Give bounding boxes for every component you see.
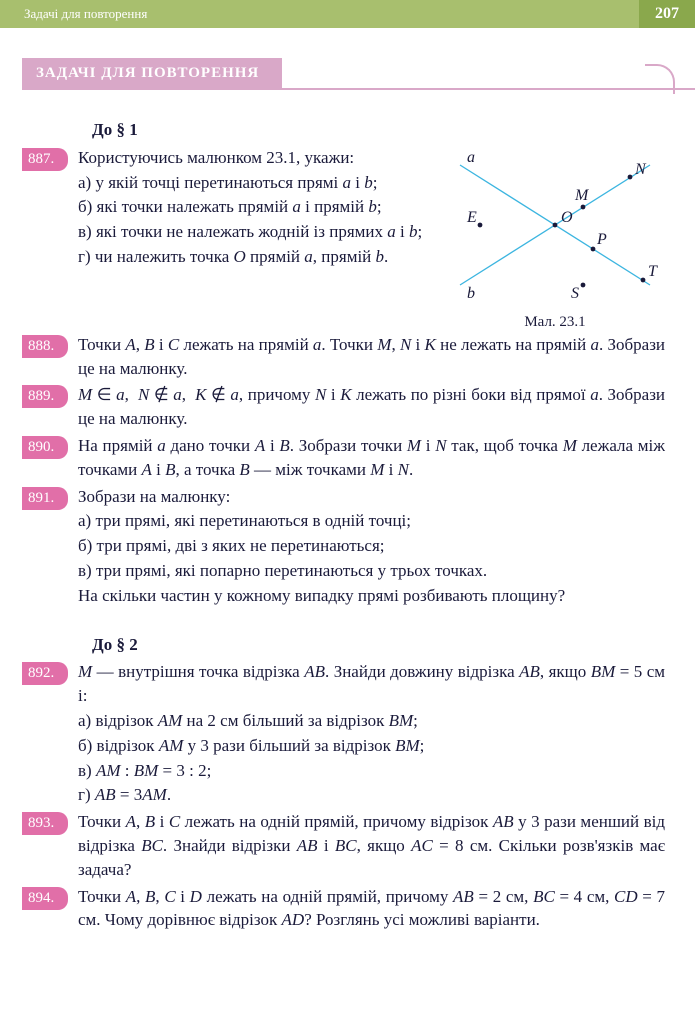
p892-intro: M — внутрішня точка відрізка AB. Знайди …	[78, 660, 665, 708]
svg-text:P: P	[596, 231, 607, 248]
p893-text: Точки A, B і C лежать на одній прямій, п…	[78, 810, 665, 881]
problem-number: 889.	[22, 385, 68, 408]
p891-c: в) три прямі, які попарно перетинаються …	[78, 559, 665, 583]
problem-text: Точки A, B і C лежать на одній прямій, п…	[78, 810, 665, 882]
section-2-heading: До § 2	[92, 633, 665, 657]
banner-title: ЗАДАЧІ ДЛЯ ПОВТОРЕННЯ	[22, 58, 282, 89]
problem-891: 891. Зобрази на малюнку: а) три прямі, я…	[22, 485, 665, 609]
svg-text:a: a	[467, 150, 475, 166]
problem-number: 891.	[22, 487, 68, 510]
problem-number: 888.	[22, 335, 68, 358]
problem-text: На прямій a дано точки A і B. Зобрази то…	[78, 434, 665, 483]
problem-890: 890. На прямій a дано точки A і B. Зобра…	[22, 434, 665, 483]
problem-number: 890.	[22, 436, 68, 459]
page-number: 207	[639, 0, 695, 28]
p892-b: б) відрізок AM у 3 рази більший за відрі…	[78, 734, 665, 758]
page-header: Задачі для повторення 207	[0, 0, 695, 28]
svg-text:N: N	[634, 161, 647, 178]
problem-892: 892. M — внутрішня точка відрізка AB. Зн…	[22, 660, 665, 808]
p891-b: б) три прямі, дві з яких не перетинаютьс…	[78, 534, 665, 558]
p887-intro: Користуючись малюнком 23.1, укажи:	[78, 146, 435, 170]
section-banner: ЗАДАЧІ ДЛЯ ПОВТОРЕННЯ	[22, 58, 695, 90]
svg-text:O: O	[561, 209, 573, 226]
svg-text:M: M	[574, 187, 590, 204]
p888-text: Точки A, B і C лежать на прямій a. Точки…	[78, 333, 665, 381]
svg-text:E: E	[466, 209, 477, 226]
problem-text: Точки A, B, C і D лежать на одній прямій…	[78, 885, 665, 934]
problem-text: Точки A, B і C лежать на прямій a. Точки…	[78, 333, 665, 382]
p891-q: На скільки частин у кожному випадку прям…	[78, 584, 665, 608]
header-tab-label: Задачі для повторення	[0, 0, 161, 28]
p891-a: а) три прямі, які перетинаються в одній …	[78, 509, 665, 533]
p892-c: в) AM : BM = 3 : 2;	[78, 759, 665, 783]
p887-c: в) які точки не належать жодній із прями…	[78, 220, 435, 244]
problem-number: 887.	[22, 148, 68, 171]
p887-b: б) які точки належать прямій a і прямій …	[78, 195, 435, 219]
figure-23-1: a b E O M N P S T Мал. 23.1	[445, 150, 665, 333]
problem-887-row: a b E O M N P S T Мал. 23.1 887.	[22, 146, 665, 333]
problem-887: 887. Користуючись малюнком 23.1, укажи: …	[22, 146, 435, 270]
problem-text: Користуючись малюнком 23.1, укажи: а) у …	[78, 146, 435, 270]
problem-888: 888. Точки A, B і C лежать на прямій a. …	[22, 333, 665, 382]
svg-text:b: b	[467, 285, 475, 302]
problem-text: M ∈ a, N ∉ a, K ∉ a, причому N і K лежат…	[78, 383, 665, 432]
p894-text: Точки A, B, C і D лежать на одній прямій…	[78, 885, 665, 933]
p889-text: M ∈ a, N ∉ a, K ∉ a, причому N і K лежат…	[78, 383, 665, 431]
page-content: До § 1 a b E O M N P S T	[0, 90, 695, 933]
geometry-diagram: a b E O M N P S T	[445, 150, 665, 310]
problem-number: 892.	[22, 662, 68, 685]
problem-number: 893.	[22, 812, 68, 835]
problem-894: 894. Точки A, B, C і D лежать на одній п…	[22, 885, 665, 934]
p891-intro: Зобрази на малюнку:	[78, 485, 665, 509]
problem-893: 893. Точки A, B і C лежать на одній прям…	[22, 810, 665, 882]
p887-d: г) чи належить точка O прямій a, прямій …	[78, 245, 435, 269]
section-1-heading: До § 1	[92, 118, 665, 142]
problem-889: 889. M ∈ a, N ∉ a, K ∉ a, причому N і K …	[22, 383, 665, 432]
svg-text:T: T	[648, 263, 658, 280]
problem-number: 894.	[22, 887, 68, 910]
figure-caption: Мал. 23.1	[445, 312, 665, 333]
p892-a: а) відрізок AM на 2 см більший за відріз…	[78, 709, 665, 733]
p892-d: г) AB = 3AM.	[78, 783, 665, 807]
p887-a: а) у якій точці перетинаються прямі a і …	[78, 171, 435, 195]
header-filler	[161, 0, 639, 28]
problem-text: Зобрази на малюнку: а) три прямі, які пе…	[78, 485, 665, 609]
p890-text: На прямій a дано точки A і B. Зобрази то…	[78, 434, 665, 482]
problem-text: M — внутрішня точка відрізка AB. Знайди …	[78, 660, 665, 808]
svg-text:S: S	[571, 285, 579, 302]
